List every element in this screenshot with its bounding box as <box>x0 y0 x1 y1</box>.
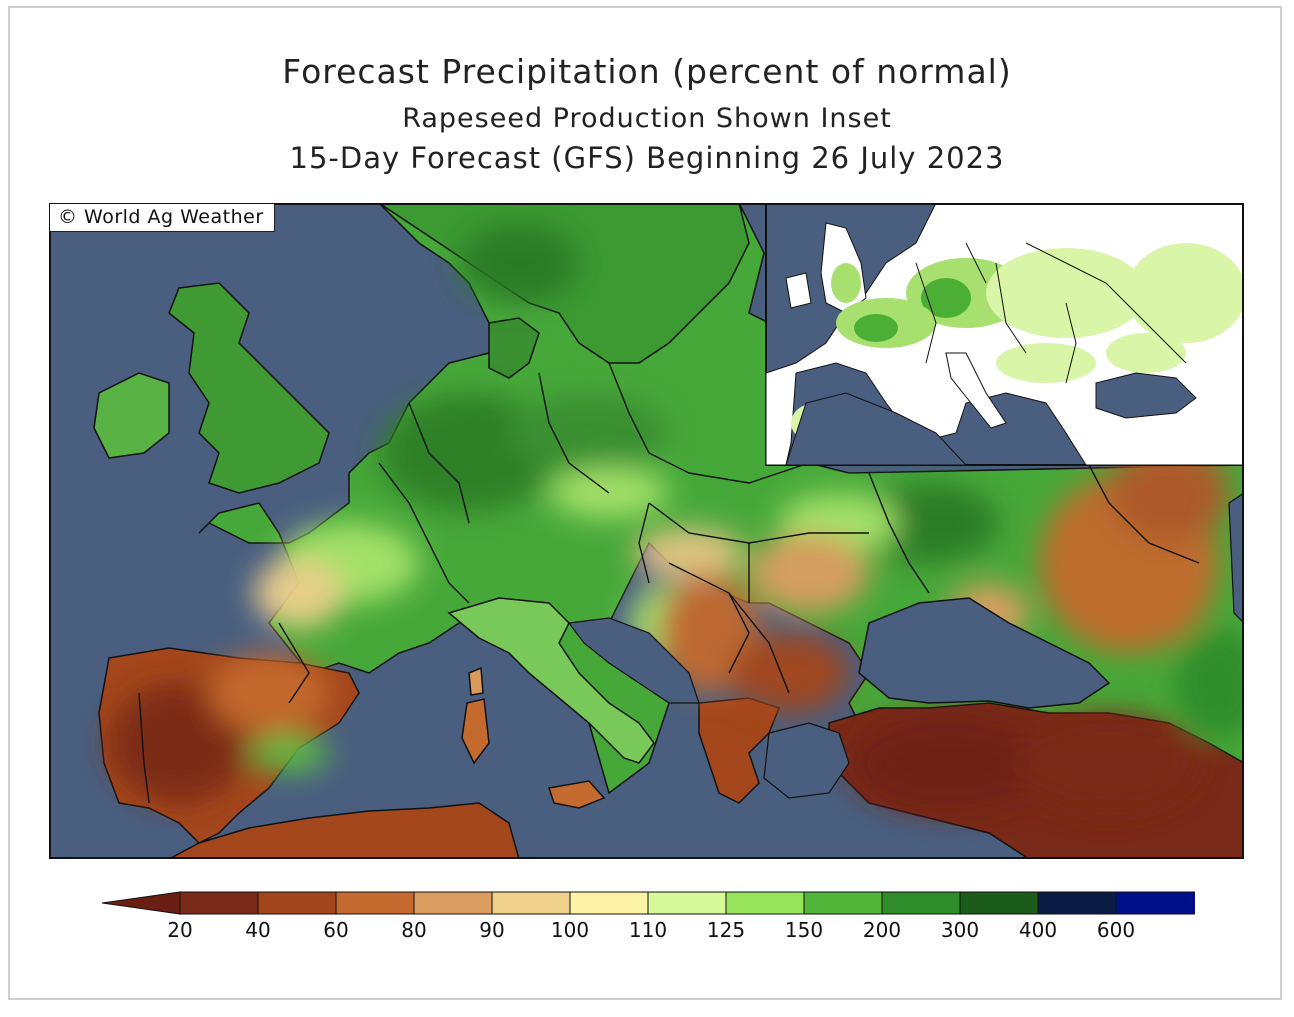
legend-tick-label: 200 <box>863 918 901 942</box>
rapeseed-crop-areas <box>791 243 1244 443</box>
legend-tick-label: 90 <box>479 918 504 942</box>
legend-tick-label: 400 <box>1019 918 1057 942</box>
map-subtitle-inset: Rapeseed Production Shown Inset <box>402 103 892 134</box>
land-great-britain <box>168 282 330 494</box>
legend-min-arrow <box>101 891 181 915</box>
adriatic-sea <box>567 617 700 704</box>
legend-bin <box>413 891 493 915</box>
land-ireland <box>93 372 170 459</box>
legend-tick-label: 60 <box>323 918 348 942</box>
legend-tick-label: 100 <box>551 918 589 942</box>
rapeseed-inset <box>765 203 1244 466</box>
land-denmark <box>488 317 540 379</box>
legend-tick-label: 20 <box>167 918 192 942</box>
caspian-sea <box>1228 492 1244 624</box>
land-corsica <box>468 666 484 696</box>
land-sicily <box>548 780 606 809</box>
black-sea <box>858 597 1111 709</box>
color-legend: 20 40 60 80 90 100 110 125 150 200 300 400 600 <box>100 888 1195 948</box>
legend-max-arrow <box>1193 891 1195 915</box>
map-title: Forecast Precipitation (percent of norma… <box>282 52 1012 91</box>
country-borders <box>138 362 1200 804</box>
land-italy <box>447 597 655 764</box>
legend-tick-label: 125 <box>707 918 745 942</box>
map-subtitle-forecast: 15-Day Forecast (GFS) Beginning 26 July … <box>289 141 1005 175</box>
legend-tick-label: 150 <box>785 918 823 942</box>
anomaly-field <box>109 223 1244 813</box>
legend-bin <box>725 891 805 915</box>
legend-bin <box>1115 891 1195 915</box>
precipitation-map[interactable] <box>49 203 1244 859</box>
legend-tick-label: 80 <box>401 918 426 942</box>
legend-bin <box>647 891 727 915</box>
legend-tick-label: 300 <box>941 918 979 942</box>
legend-tick-label: 40 <box>245 918 270 942</box>
land-sardinia <box>461 698 490 765</box>
legend-bin <box>1037 891 1117 915</box>
legend-tick-label: 110 <box>629 918 667 942</box>
legend-bin <box>179 891 259 915</box>
legend-bin <box>257 891 337 915</box>
legend-bin <box>569 891 649 915</box>
legend-bin <box>335 891 415 915</box>
legend-bin <box>959 891 1039 915</box>
land-north-africa <box>168 802 520 859</box>
legend-bin <box>881 891 961 915</box>
legend-tick-label: 600 <box>1097 918 1135 942</box>
credit-label: © World Ag Weather <box>50 204 275 232</box>
legend-bin <box>491 891 571 915</box>
aegean-sea <box>763 722 850 799</box>
legend-bin <box>803 891 883 915</box>
